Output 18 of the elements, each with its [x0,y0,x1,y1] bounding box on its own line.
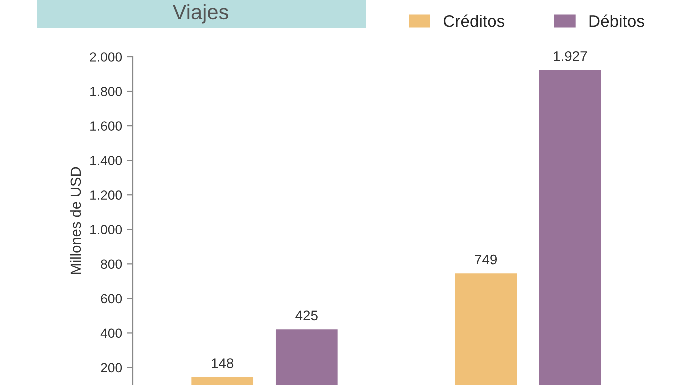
y-tick-label: 1.000 [90,225,122,235]
data-label: 1.927 [554,51,588,62]
legend-label: Débitos [590,14,644,28]
data-label: 148 [212,358,234,368]
y-tick-label: 2.000 [90,52,122,62]
y-tick-label: 1.400 [90,156,122,166]
data-label: 749 [475,254,498,265]
y-tick-label: 1.600 [90,122,122,131]
y-tick-label: 1.800 [90,87,122,96]
y-tick-label: 1.200 [90,190,122,200]
y-tick-label: 400 [100,328,122,338]
chart-title: Viajes [172,4,228,24]
y-tick-label: 200 [101,363,122,373]
y-tick-label: 800 [101,260,122,270]
y-tick-label: 600 [101,294,122,304]
y-axis-title: Millones de USD [70,167,82,274]
legend-label: Créditos [444,14,505,28]
data-label: 425 [296,310,318,321]
